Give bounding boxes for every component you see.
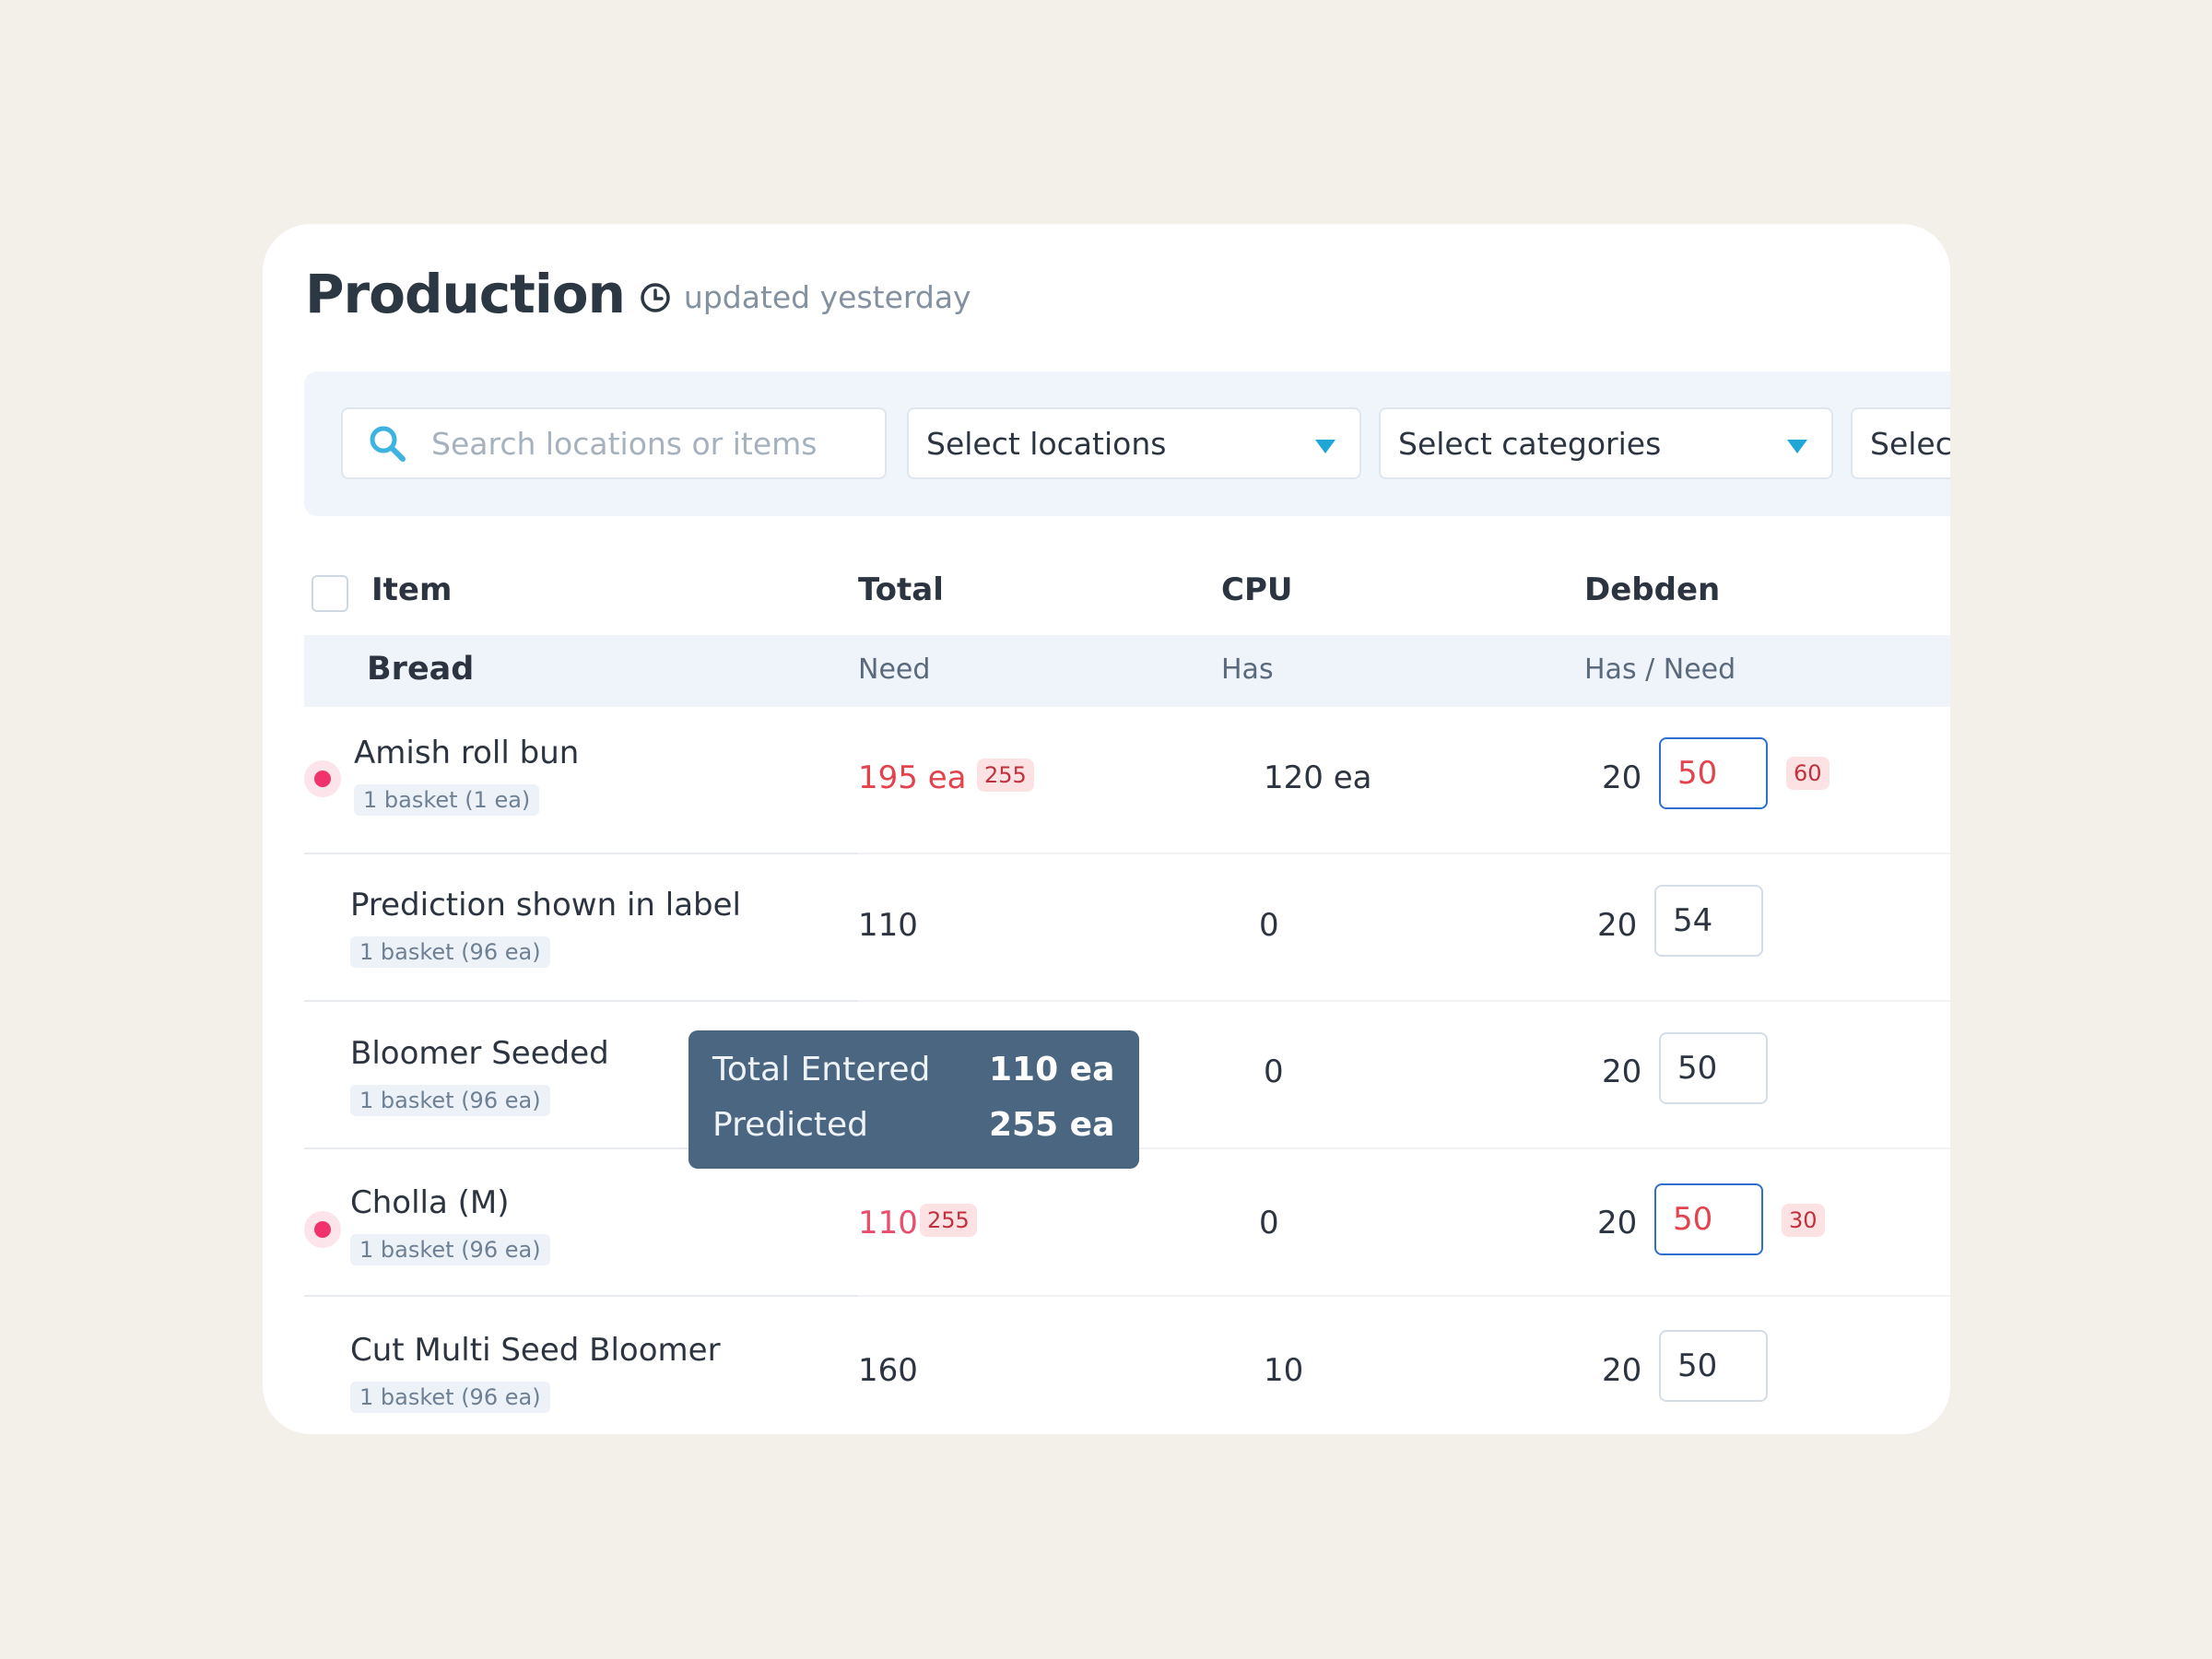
tooltip-predicted-label: Predicted — [712, 1106, 868, 1144]
alert-dot-icon — [304, 1211, 341, 1248]
table-row[interactable]: Cholla (M) 1 basket (96 ea) 110 255 0 20… — [304, 1149, 1950, 1297]
item-name: Amish roll bun — [354, 735, 580, 771]
has-value: 20 — [1602, 1053, 1642, 1090]
search-icon — [370, 426, 406, 462]
has-value: 20 — [1597, 1205, 1638, 1241]
cpu-value: 0 — [1259, 907, 1279, 944]
total-value: 110 — [858, 907, 918, 944]
item-name: Cholla (M) — [350, 1184, 510, 1221]
has-value: 20 — [1602, 1352, 1642, 1389]
updated-text: updated yesterday — [683, 278, 971, 315]
chevron-down-icon — [1315, 440, 1335, 453]
column-cpu[interactable]: CPU — [1221, 571, 1293, 608]
subheader-cpu: Has — [1221, 653, 1274, 686]
has-value: 20 — [1602, 759, 1642, 796]
categories-select[interactable]: Select categories — [1379, 407, 1833, 479]
item-name: Prediction shown in label — [350, 887, 741, 924]
search-placeholder: Search locations or items — [431, 425, 818, 462]
has-value: 20 — [1597, 907, 1638, 944]
subheader-total: Need — [858, 653, 931, 686]
need-input[interactable]: 50 — [1659, 1330, 1768, 1402]
locations-select[interactable]: Select locations — [907, 407, 1361, 479]
item-pack: 1 basket (96 ea) — [350, 1234, 550, 1265]
need-input[interactable]: 50 — [1654, 1183, 1763, 1255]
item-pack: 1 basket (1 ea) — [354, 784, 540, 816]
category-subheader — [304, 635, 1950, 707]
categories-select-label: Select categories — [1398, 425, 1662, 462]
third-select[interactable]: Select — [1851, 407, 1950, 479]
need-input[interactable]: 54 — [1654, 885, 1763, 957]
alert-dot-icon — [304, 760, 341, 797]
need-prediction-badge[interactable]: 60 — [1786, 757, 1830, 790]
prediction-tooltip: Total Entered 110 ea Predicted 255 ea — [688, 1030, 1139, 1169]
cpu-value: 10 — [1264, 1352, 1304, 1389]
total-value: 110 — [858, 1205, 918, 1241]
clock-icon — [641, 283, 670, 312]
select-all-checkbox[interactable] — [312, 575, 348, 612]
total-value: 195 ea — [858, 759, 967, 796]
filter-bar: Search locations or items Select locatio… — [304, 371, 1950, 516]
chevron-down-icon — [1787, 440, 1807, 453]
prediction-badge[interactable]: 255 — [977, 759, 1034, 792]
third-select-label: Select — [1870, 425, 1950, 462]
prediction-badge[interactable]: 255 — [920, 1204, 977, 1237]
cpu-value: 120 ea — [1264, 759, 1372, 796]
page-header: Production updated yesterday — [305, 263, 971, 325]
column-debden[interactable]: Debden — [1584, 571, 1721, 608]
item-name: Bloomer Seeded — [350, 1035, 609, 1072]
production-card: Production updated yesterday Search loca… — [263, 224, 1950, 1434]
tooltip-entered-label: Total Entered — [712, 1051, 931, 1088]
cpu-value: 0 — [1259, 1205, 1279, 1241]
table-row[interactable]: Amish roll bun 1 basket (1 ea) 195 ea 25… — [304, 707, 1950, 854]
table-row[interactable]: Bloomer Seeded 1 basket (96 ea) 0 20 50 — [304, 1002, 1950, 1149]
table-row[interactable]: Cut Multi Seed Bloomer 1 basket (96 ea) … — [304, 1297, 1950, 1434]
item-pack: 1 basket (96 ea) — [350, 936, 550, 968]
cpu-value: 0 — [1264, 1053, 1284, 1090]
item-pack: 1 basket (96 ea) — [350, 1085, 550, 1116]
page-title: Production — [305, 263, 626, 325]
category-label: Bread — [367, 651, 475, 688]
need-input[interactable]: 50 — [1659, 737, 1768, 809]
total-value: 160 — [858, 1352, 918, 1389]
item-name: Cut Multi Seed Bloomer — [350, 1332, 721, 1369]
need-prediction-badge[interactable]: 30 — [1782, 1204, 1825, 1237]
search-input[interactable]: Search locations or items — [341, 407, 887, 479]
column-item[interactable]: Item — [371, 571, 453, 608]
item-pack: 1 basket (96 ea) — [350, 1382, 550, 1413]
tooltip-predicted-value: 255 ea — [989, 1106, 1115, 1144]
locations-select-label: Select locations — [926, 425, 1167, 462]
column-total[interactable]: Total — [858, 571, 944, 608]
tooltip-entered-value: 110 ea — [989, 1051, 1115, 1088]
need-input[interactable]: 50 — [1659, 1032, 1768, 1104]
table-row[interactable]: Prediction shown in label 1 basket (96 e… — [304, 854, 1950, 1002]
subheader-debden: Has / Need — [1584, 653, 1736, 686]
